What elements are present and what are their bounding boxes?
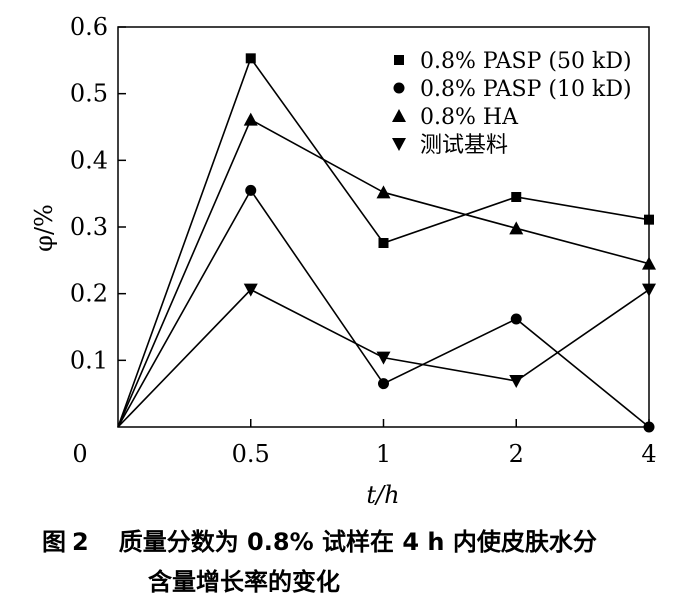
series-layer — [117, 53, 656, 433]
legend: 0.8% PASP (50 kD) 0.8% PASP (10 kD) 0.8% H… — [392, 49, 632, 158]
data-point — [245, 184, 257, 196]
legend-label: 测试基料 — [420, 133, 508, 158]
data-point — [644, 214, 654, 225]
data-point — [378, 238, 389, 248]
legend-marker — [392, 138, 406, 151]
figure-label: 图 — [42, 528, 66, 556]
data-point — [243, 283, 258, 297]
caption-text-1: 质量分数为 0.8% 试样在 4 h 内使皮肤水分 — [118, 528, 597, 556]
data-point — [376, 351, 391, 365]
data-point — [243, 112, 258, 126]
data-point — [509, 221, 524, 235]
y-tick-label: 0.1 — [70, 346, 108, 374]
data-point — [510, 313, 522, 325]
figure-caption-line1: 图 2 质量分数为 0.8% 试样在 4 h 内使皮肤水分 — [42, 522, 697, 557]
legend-label: 0.8% HA — [420, 105, 519, 130]
data-point — [378, 378, 389, 390]
x-tick-label: 1 — [376, 440, 391, 468]
legend-marker — [393, 82, 405, 94]
data-point — [642, 256, 656, 270]
y-axis: 0.1 0.2 0.3 0.4 0.5 0.6 — [70, 13, 126, 374]
figure-caption-line2: 含量增长率的变化 — [148, 562, 697, 597]
x-tick-label: 2 — [509, 440, 524, 468]
series-2 — [117, 184, 655, 433]
x-tick-label: 0.5 — [232, 440, 270, 468]
y-axis-title: φ/% — [30, 204, 58, 252]
series-line — [117, 188, 650, 428]
legend-item: 测试基料 — [392, 133, 508, 158]
figure-number: 2 — [72, 528, 89, 556]
y-tick-label: 0.2 — [70, 280, 108, 308]
origin-label: 0 — [72, 440, 87, 468]
legend-item: 0.8% PASP (50 kD) — [394, 49, 632, 74]
data-point — [642, 283, 656, 297]
y-tick-label: 0.3 — [70, 213, 108, 241]
data-point — [511, 192, 522, 202]
legend-label: 0.8% PASP (50 kD) — [420, 49, 632, 74]
y-tick-label: 0.4 — [70, 146, 108, 174]
data-point — [376, 185, 391, 199]
data-point — [643, 421, 655, 433]
data-point — [509, 375, 524, 388]
x-axis: 0.5 1 2 4 — [232, 419, 657, 468]
legend-item: 0.8% PASP (10 kD) — [393, 77, 632, 102]
series-4 — [117, 283, 656, 428]
legend-marker — [394, 55, 404, 65]
series-1 — [117, 53, 654, 428]
x-axis-title: t/h — [366, 481, 399, 509]
chart: 0.1 0.2 0.3 0.4 0.5 0.6 0.5 1 2 4 0.8% PASP (50 … — [30, 13, 657, 509]
legend-item: 0.8% HA — [392, 105, 519, 130]
data-point — [245, 53, 256, 64]
x-tick-label: 4 — [641, 440, 656, 468]
y-tick-label: 0.6 — [70, 13, 108, 41]
caption-text-2: 含量增长率的变化 — [148, 568, 340, 596]
legend-marker — [392, 109, 406, 122]
y-tick-label: 0.5 — [70, 80, 108, 108]
series-3 — [117, 112, 656, 428]
legend-label: 0.8% PASP (10 kD) — [420, 77, 632, 102]
